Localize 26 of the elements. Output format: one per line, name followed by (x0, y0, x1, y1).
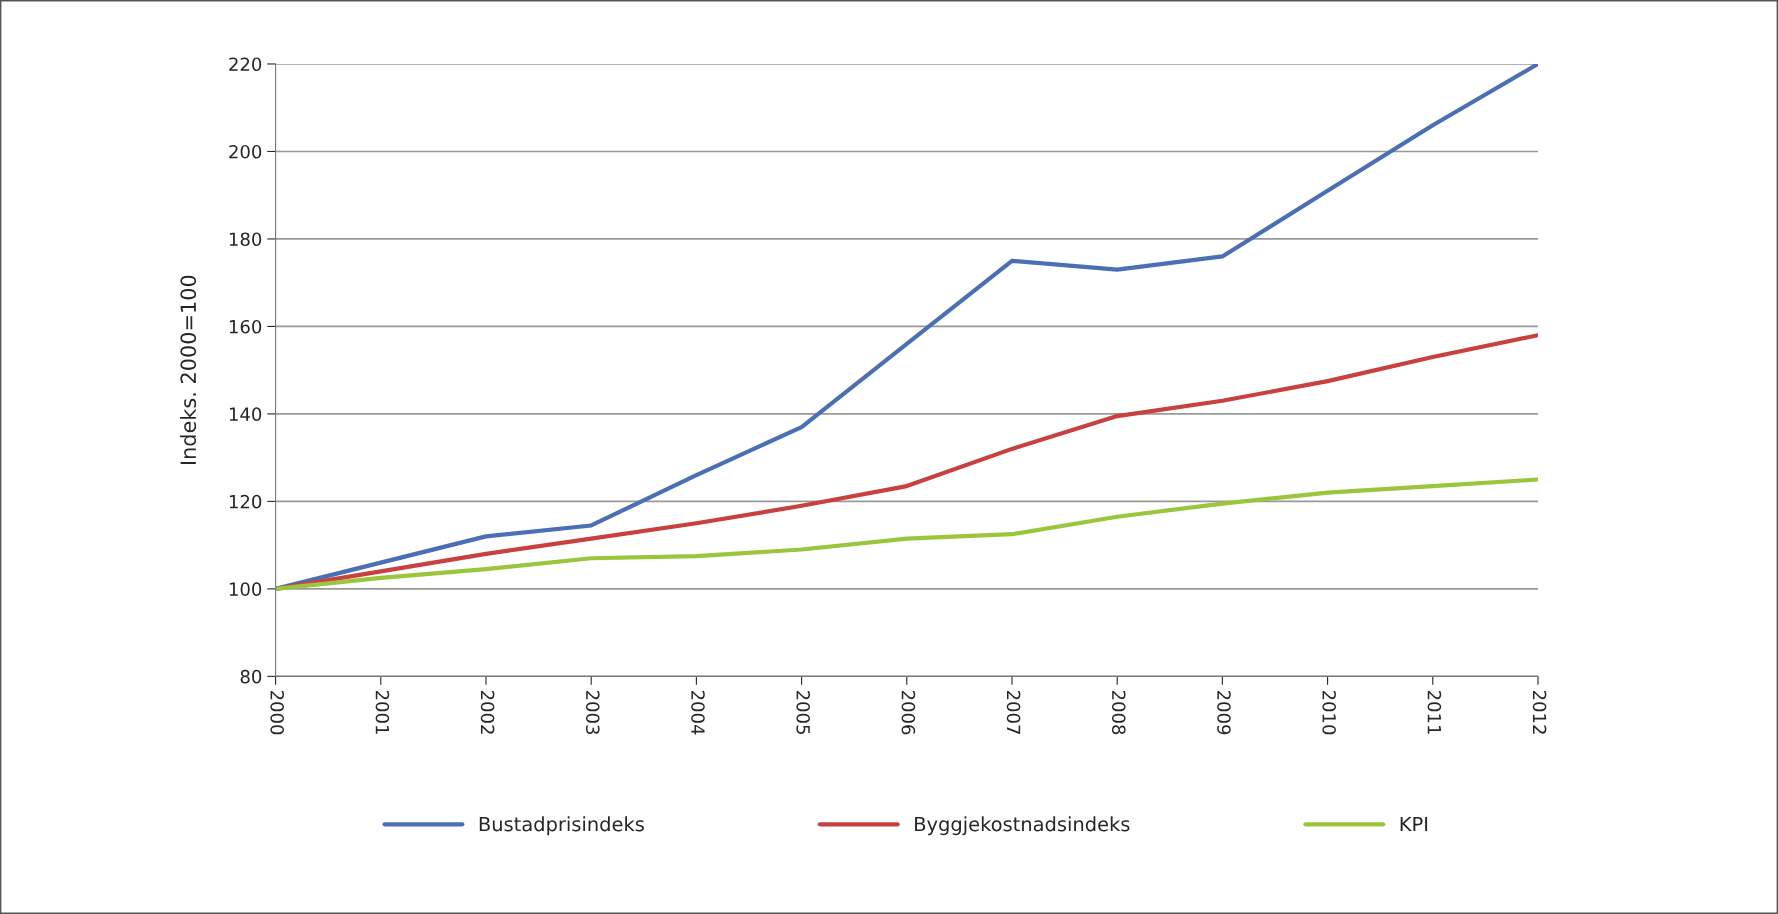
x-tick-label: 2004 (691, 690, 705, 735)
x-tick-label: 2002 (480, 690, 495, 734)
legend-label: Bustadprisindeks (479, 816, 644, 836)
x-tick-label: 2010 (1322, 690, 1336, 735)
y-tick-label: 180 (229, 232, 262, 247)
y-axis-title: Indeks. 2000=100 (179, 275, 197, 465)
x-tick-label: 2012 (1532, 690, 1547, 734)
y-tick-label: 100 (229, 582, 262, 596)
x-tick-label: 2007 (1006, 690, 1021, 734)
legend-label: KPI (1400, 816, 1428, 832)
x-tick-label: 2005 (796, 690, 810, 734)
x-tick-label: 2009 (1217, 690, 1231, 735)
y-tick-label: 140 (229, 407, 262, 422)
y-tick-label: 120 (229, 494, 262, 509)
x-tick-label: 2000 (270, 690, 285, 735)
x-tick-label: 2001 (375, 690, 390, 734)
y-tick-label: 220 (229, 57, 262, 72)
line-series (275, 477, 1538, 591)
y-tick-label: 80 (240, 669, 262, 684)
x-tick-label: 2003 (585, 690, 600, 735)
legend-label: Byggjekostnadsindeks (915, 816, 1130, 836)
y-tick-label: 160 (229, 319, 262, 334)
y-tick-label: 200 (229, 144, 262, 159)
x-tick-label: 2008 (1111, 690, 1126, 735)
x-tick-label: 2006 (901, 690, 916, 735)
x-tick-label: 2011 (1427, 690, 1442, 734)
